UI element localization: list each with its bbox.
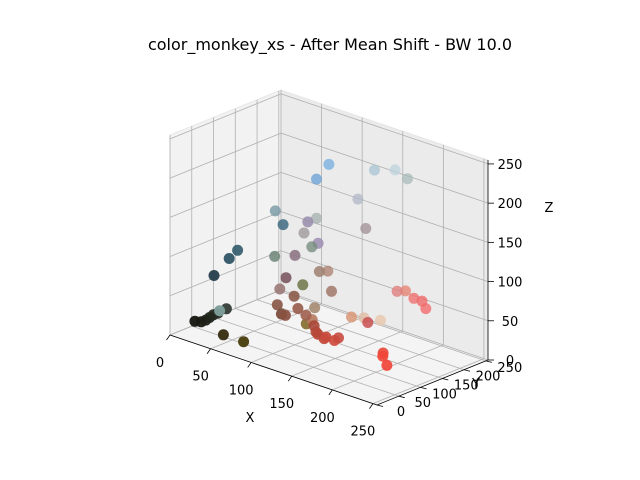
- data-point: [375, 314, 386, 326]
- data-point: [280, 272, 292, 284]
- data-point: [333, 332, 344, 344]
- grid-line: [169, 250, 282, 297]
- axis-lines: [169, 160, 489, 406]
- data-point: [362, 317, 374, 328]
- data-point: [311, 212, 322, 224]
- axes-panes: [168, 89, 490, 406]
- x-tick-label: 100: [229, 383, 254, 398]
- data-point: [232, 244, 244, 256]
- data-point: [271, 299, 283, 311]
- data-point: [360, 223, 372, 234]
- y-tick-label: 200: [476, 370, 501, 385]
- data-point: [416, 295, 428, 307]
- data-point: [214, 305, 226, 317]
- x-axis-label: X: [246, 411, 255, 426]
- grid-line: [169, 171, 282, 218]
- data-point: [274, 283, 286, 295]
- x-tick-label: 50: [192, 370, 209, 385]
- data-point: [297, 279, 309, 291]
- data-point: [352, 193, 364, 205]
- y-axis-label: Y: [471, 377, 480, 392]
- data-point: [381, 359, 393, 371]
- x-tick-label: 150: [269, 397, 294, 412]
- z-tick-label: 200: [498, 197, 523, 212]
- grid-line: [256, 299, 465, 371]
- y-tick-label: 100: [432, 387, 457, 402]
- z-tick-label: 100: [498, 276, 523, 291]
- data-point: [391, 285, 403, 297]
- y-tick-mark: [485, 360, 492, 363]
- grid-line: [169, 211, 282, 257]
- grid-line: [280, 93, 489, 165]
- data-point: [311, 173, 322, 185]
- data-point: [402, 173, 413, 185]
- data-point: [400, 285, 411, 297]
- y-axis-line: [376, 359, 489, 406]
- x-tick-mark: [206, 348, 211, 354]
- y-tick-mark: [398, 395, 405, 399]
- data-point: [389, 164, 401, 176]
- grid-line: [372, 358, 485, 404]
- y-tick-mark: [376, 404, 384, 407]
- z-tick-label: 150: [498, 236, 523, 251]
- data-point: [279, 309, 291, 321]
- data-point: [377, 350, 389, 362]
- data-point: [298, 227, 310, 239]
- data-point: [369, 164, 380, 176]
- y-tick-label: 250: [497, 361, 522, 376]
- data-point: [277, 219, 289, 231]
- x-tick-label: 200: [310, 411, 335, 426]
- data-point: [223, 253, 235, 264]
- x-tick-mark: [166, 334, 171, 341]
- data-point: [269, 250, 281, 262]
- data-point: [309, 302, 321, 314]
- data-point: [313, 266, 325, 277]
- z-tick-label: 0: [506, 354, 514, 369]
- y-tick-mark: [463, 369, 471, 372]
- data-point: [292, 303, 304, 314]
- z-tick-label: 250: [498, 158, 523, 173]
- data-point: [326, 285, 337, 297]
- grid-line: [280, 132, 489, 204]
- data-point: [269, 205, 281, 217]
- grid-line: [169, 132, 282, 179]
- data-point: [300, 309, 312, 321]
- grid-line: [280, 250, 489, 322]
- axis-ticks: 0501001502002500501001502002500501001502…: [156, 158, 523, 440]
- x-tick-mark: [287, 375, 293, 382]
- x-tick-mark: [369, 403, 374, 409]
- chart-title: color_monkey_xs - After Mean Shift - BW …: [148, 35, 512, 55]
- data-point: [289, 249, 301, 261]
- data-point: [323, 158, 335, 170]
- x-axis-line: [169, 334, 378, 406]
- x-tick-mark: [328, 389, 333, 396]
- data-points: [189, 158, 432, 371]
- data-point: [302, 216, 314, 228]
- grid-line: [213, 316, 421, 388]
- grid-line: [291, 330, 403, 377]
- y-tick-mark: [420, 386, 427, 390]
- data-point: [189, 315, 201, 327]
- data-point: [322, 265, 334, 277]
- data-point: [217, 329, 229, 341]
- grid-line: [280, 289, 489, 361]
- data-point: [320, 331, 332, 343]
- z-axis-label: Z: [545, 201, 554, 216]
- x-tick-label: 0: [156, 356, 164, 371]
- data-point: [306, 241, 318, 253]
- z-tick-label: 50: [502, 315, 519, 330]
- data-point: [208, 270, 220, 281]
- grid-line: [169, 93, 282, 140]
- y-tick-label: 0: [397, 405, 405, 420]
- x-tick-mark: [247, 362, 252, 368]
- y-tick-label: 150: [454, 379, 479, 394]
- x-tick-label: 250: [351, 425, 376, 440]
- grid-line: [251, 317, 363, 363]
- y-tick-label: 50: [414, 396, 431, 411]
- data-point: [238, 336, 250, 348]
- data-point: [288, 290, 300, 302]
- data-point: [346, 311, 357, 323]
- y-tick-mark: [442, 378, 449, 381]
